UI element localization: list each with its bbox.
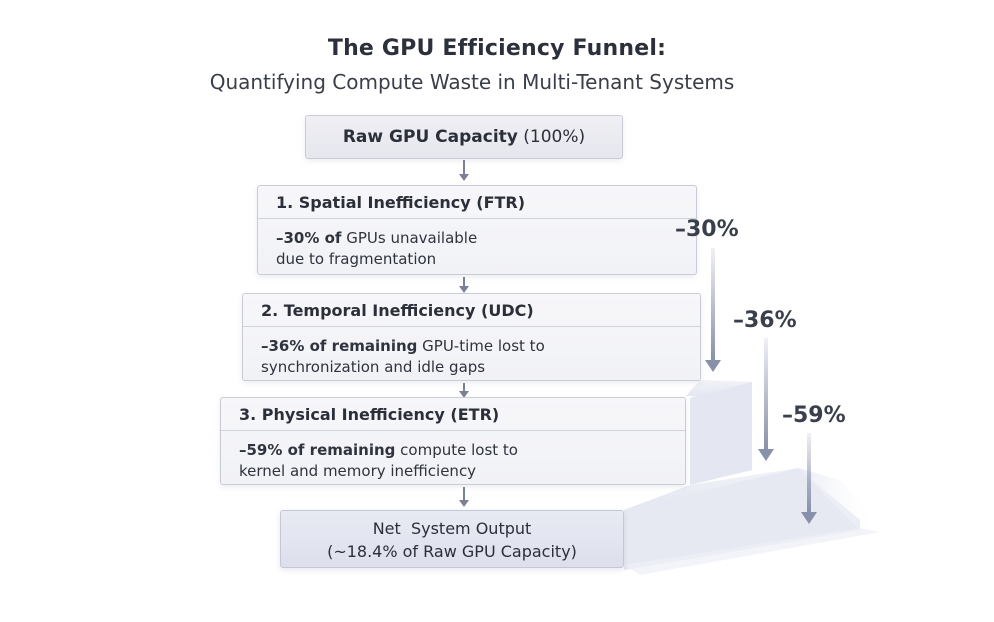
stair-floor bbox=[624, 468, 860, 570]
connector-arrow bbox=[459, 383, 469, 398]
stage-heading: 1. Spatial Inefficiency (FTR) bbox=[258, 186, 696, 219]
diagram-title: The GPU Efficiency Funnel: bbox=[327, 36, 667, 61]
raw-capacity-pct: (100%) bbox=[523, 127, 586, 147]
stage-bold-text: –36% of remaining bbox=[261, 337, 418, 355]
stage-text: GPU-time lost to bbox=[417, 337, 545, 355]
raw-capacity-label: Raw GPU Capacity bbox=[342, 127, 518, 147]
connector-arrow bbox=[459, 160, 469, 181]
net-output-subtitle: (~18.4% of Raw GPU Capacity) bbox=[327, 542, 577, 561]
stage-temporal-box: 2. Temporal Inefficiency (UDC) –36% of r… bbox=[242, 293, 701, 381]
stage-description: –59% of remaining compute lost to kernel… bbox=[221, 431, 685, 482]
drop-arrow-physical bbox=[801, 433, 817, 524]
stage-text-line2: synchronization and idle gaps bbox=[261, 358, 486, 376]
stage-text-line2: due to fragmentation bbox=[276, 250, 437, 268]
stage-bold-text: –30% of bbox=[276, 229, 342, 247]
connector-arrow bbox=[459, 277, 469, 293]
stage-heading: 2. Temporal Inefficiency (UDC) bbox=[243, 294, 700, 327]
drop-arrow-temporal bbox=[758, 338, 774, 461]
stage-heading: 3. Physical Inefficiency (ETR) bbox=[221, 398, 685, 431]
connector-arrow bbox=[459, 487, 469, 507]
diagram-subtitle: Quantifying Compute Waste in Multi-Tenan… bbox=[209, 70, 735, 94]
stage-description: –30% of GPUs unavailable due to fragment… bbox=[258, 219, 696, 270]
stage-bold-text: –59% of remaining bbox=[239, 441, 396, 459]
stair-step-2 bbox=[690, 382, 752, 485]
stage-text: compute lost to bbox=[395, 441, 518, 459]
stage-description: –36% of remaining GPU-time lost to synch… bbox=[243, 327, 700, 378]
raw-capacity-box: Raw GPU Capacity (100%) bbox=[305, 115, 623, 159]
drop-arrow-spatial bbox=[705, 248, 721, 372]
stage-text: GPUs unavailable bbox=[341, 229, 478, 247]
net-output-title: Net System Output bbox=[372, 519, 532, 538]
stage-text-line2: kernel and memory inefficiency bbox=[239, 462, 477, 480]
stage-physical-box: 3. Physical Inefficiency (ETR) –59% of r… bbox=[220, 397, 686, 485]
drop-label-temporal: –36% bbox=[733, 308, 797, 333]
drop-label-physical: –59% bbox=[782, 403, 846, 428]
stage-spatial-box: 1. Spatial Inefficiency (FTR) –30% of GP… bbox=[257, 185, 697, 275]
drop-label-spatial: –30% bbox=[675, 217, 739, 242]
net-output-box: Net System Output (~18.4% of Raw GPU Cap… bbox=[280, 510, 624, 568]
